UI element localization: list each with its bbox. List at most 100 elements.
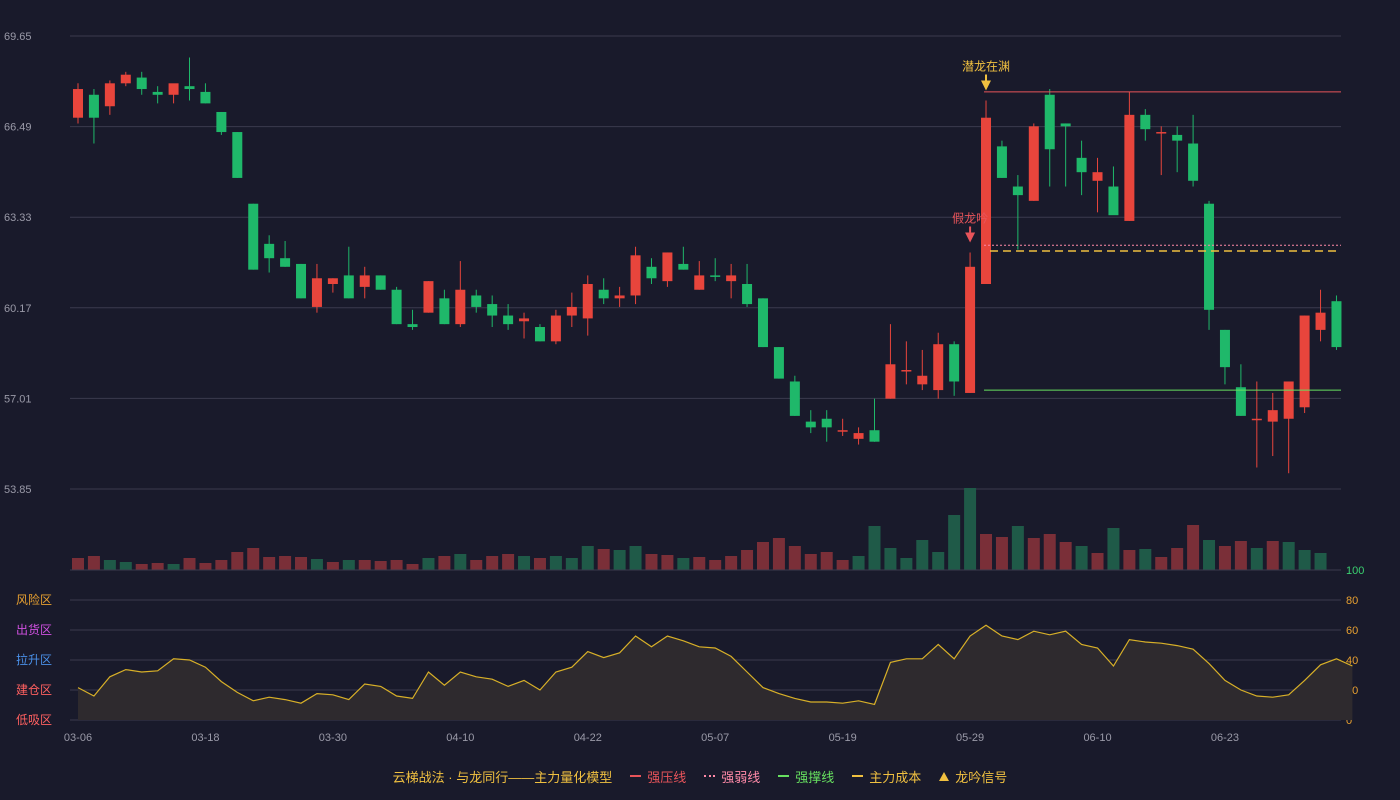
volume-bar (279, 556, 292, 570)
volume-bar (72, 558, 84, 570)
volume-bar (199, 563, 212, 570)
candle-body (168, 83, 179, 95)
candle-body (216, 111, 227, 133)
candle-body (1044, 94, 1055, 150)
volume-bar (263, 557, 276, 570)
candle-body (200, 91, 211, 104)
candle-body (1140, 114, 1151, 130)
chart-legend: 云梯战法 · 与龙同行——主力量化模型 强压线 强弱线 强撑线 主力成本 龙吟信… (0, 764, 1400, 788)
volume-bar (852, 556, 865, 570)
weak-line-icon (704, 775, 716, 777)
volume-bar (406, 564, 419, 570)
candle-body (1219, 329, 1230, 368)
candle-body (1267, 410, 1278, 422)
candle-body (1076, 157, 1087, 173)
candle-body (439, 298, 450, 325)
volume-bar (1218, 546, 1231, 570)
candle-body (678, 263, 689, 270)
legend-item-main-cost: 主力成本 (852, 767, 921, 786)
candle-body (965, 266, 976, 393)
candle-body (757, 298, 768, 348)
signal-arrow-icon (965, 232, 976, 243)
candle-body (550, 315, 561, 342)
volume-bar (470, 560, 483, 570)
candle-body (869, 430, 880, 442)
candle-body (327, 278, 338, 285)
candle-body (73, 89, 83, 118)
volume-bar (995, 537, 1008, 570)
signal-label: 假龙吟 (952, 210, 988, 225)
volume-bar (1155, 557, 1168, 570)
legend-label: 强撑线 (795, 769, 835, 785)
volume-bar (533, 558, 546, 570)
candle-body (1156, 132, 1167, 134)
candle-body (184, 86, 195, 90)
indicator-area (78, 625, 1353, 720)
legend-item-strong-pressure: 强压线 (630, 767, 686, 786)
indicator-tick-label: 80 (1346, 595, 1358, 607)
volume-bar (1203, 540, 1216, 570)
price-tick-label: 57.01 (4, 393, 32, 405)
volume-bar (916, 540, 929, 570)
candle-body (104, 83, 115, 107)
candle-body (582, 284, 593, 319)
candle-body (789, 381, 800, 416)
legend-item-support: 强撑线 (778, 767, 834, 786)
signal-label: 潜龙在渊 (962, 60, 1010, 74)
volume-bar (932, 552, 945, 570)
volume-bar (1043, 534, 1056, 570)
volume-bar (1282, 542, 1295, 570)
zone-label: 风险区 (16, 592, 52, 607)
volume-bar (725, 556, 738, 570)
volume-bar (581, 546, 594, 570)
zone-label: 建仓区 (16, 683, 52, 697)
volume-bar (1266, 541, 1279, 570)
volume-bar (709, 560, 722, 570)
legend-label: 主力成本 (869, 769, 922, 785)
indicator-tick-label: 100 (1346, 565, 1364, 577)
volume-bar (422, 558, 435, 570)
candle-body (821, 418, 832, 428)
candle-body (1235, 387, 1246, 416)
candle-body (1251, 418, 1262, 421)
volume-bar (900, 558, 913, 570)
candle-body (1012, 186, 1023, 196)
volume-bar (1139, 549, 1152, 570)
candle-body (1204, 203, 1215, 310)
x-tick-label: 05-19 (829, 732, 857, 744)
x-tick-label: 05-29 (956, 732, 984, 744)
candle-body (471, 295, 482, 307)
support-line-icon (778, 775, 790, 777)
volume-bar (167, 564, 180, 570)
candle-body (120, 74, 131, 84)
x-axis-labels: 03-06 03-18 03-30 04-10 04-22 05-07 05-19 05-29… (64, 732, 1239, 744)
volume-bar (1091, 553, 1104, 570)
volume-bar (1123, 550, 1136, 570)
candle-body (1172, 134, 1183, 141)
candle-body (280, 258, 291, 267)
legend-label: 强压线 (647, 769, 687, 785)
candle-body (996, 146, 1007, 178)
volume-bar (1027, 538, 1040, 570)
volume-bar (1059, 542, 1072, 570)
volume-bar (358, 560, 371, 570)
candle-body (455, 289, 466, 325)
candle-body (726, 275, 737, 282)
candle-body (885, 364, 896, 399)
volume-bar (374, 561, 387, 570)
x-tick-label: 05-07 (701, 732, 729, 744)
volume-bar (804, 554, 817, 570)
candle-body (503, 315, 514, 325)
candle-body (1188, 143, 1199, 181)
volume-bar (661, 555, 674, 570)
volume-bar (980, 534, 993, 570)
candle-body (598, 289, 609, 299)
volume-bar (1075, 546, 1088, 570)
price-tick-label: 53.85 (4, 484, 32, 496)
candle-body (136, 77, 147, 90)
legend-item-weak-line: 强弱线 (704, 767, 760, 786)
indicator-tick-label: 0 (1346, 715, 1352, 727)
candle-body (630, 255, 641, 296)
candle-body (773, 347, 784, 379)
candle-body (837, 430, 848, 432)
